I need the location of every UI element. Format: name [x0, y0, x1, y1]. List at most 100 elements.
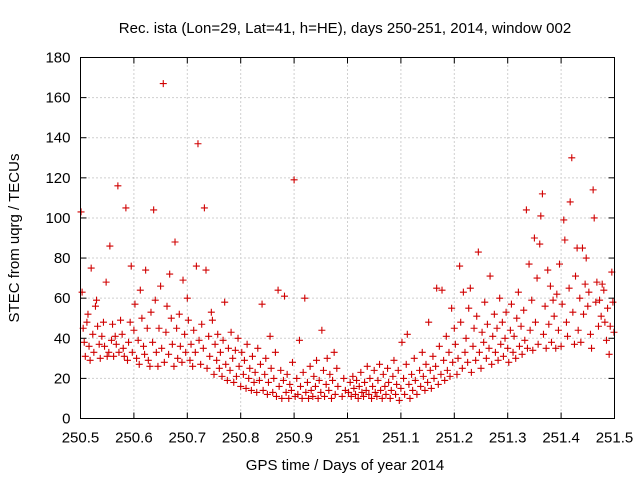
y-tick-label: 140	[45, 130, 70, 147]
data-point	[317, 388, 325, 396]
data-point	[410, 354, 418, 362]
data-point	[390, 356, 398, 364]
data-point	[158, 344, 166, 352]
data-point	[406, 394, 414, 402]
data-point	[83, 318, 91, 326]
data-point	[434, 380, 442, 388]
data-point	[323, 354, 331, 362]
data-point	[107, 336, 115, 344]
data-point	[451, 340, 459, 348]
data-point	[549, 296, 557, 304]
data-point	[264, 378, 272, 386]
data-point	[165, 350, 173, 358]
data-point	[422, 360, 430, 368]
data-point	[401, 390, 409, 398]
data-point	[417, 382, 425, 390]
data-point	[427, 384, 435, 392]
data-point	[285, 394, 293, 402]
data-point	[215, 364, 223, 372]
data-point	[433, 284, 441, 292]
data-point	[309, 392, 317, 400]
data-point	[557, 342, 565, 350]
data-point	[143, 324, 151, 332]
y-tick-label: 120	[45, 170, 70, 187]
data-point	[464, 358, 472, 366]
data-point	[230, 378, 238, 386]
data-point	[526, 326, 534, 334]
data-point	[154, 362, 162, 370]
data-point	[290, 176, 298, 184]
data-point	[314, 394, 322, 402]
data-point	[346, 378, 354, 386]
data-point	[288, 358, 296, 366]
data-point	[191, 348, 199, 356]
data-point	[445, 348, 453, 356]
data-point	[152, 348, 160, 356]
data-point	[446, 372, 454, 380]
data-point	[282, 388, 290, 396]
y-axis-label: STEC from uqrg / TECUs	[6, 154, 23, 323]
data-point	[259, 386, 267, 394]
data-point	[486, 272, 494, 280]
data-point	[392, 390, 400, 398]
data-point	[214, 330, 222, 338]
data-point	[333, 364, 341, 372]
data-point	[600, 286, 608, 294]
data-point	[585, 288, 593, 296]
data-point	[95, 340, 103, 348]
data-point	[426, 366, 434, 374]
data-point	[363, 362, 371, 370]
data-point	[441, 376, 449, 384]
data-point	[319, 366, 327, 374]
data-point	[322, 380, 330, 388]
data-point	[194, 140, 202, 148]
data-point	[373, 392, 381, 400]
data-point	[326, 370, 334, 378]
data-point	[87, 264, 95, 272]
x-tick-label: 250.9	[275, 430, 313, 447]
data-point	[421, 386, 429, 394]
data-point	[485, 344, 493, 352]
data-point	[134, 336, 142, 344]
data-point	[589, 186, 597, 194]
data-point	[413, 390, 421, 398]
data-point	[103, 352, 111, 360]
data-point	[226, 366, 234, 374]
data-point	[477, 364, 485, 372]
data-point	[374, 376, 382, 384]
data-point	[360, 392, 368, 400]
data-point	[192, 262, 200, 270]
data-point	[347, 392, 355, 400]
data-point	[130, 326, 138, 334]
data-point	[411, 376, 419, 384]
data-point	[578, 244, 586, 252]
data-point	[321, 392, 329, 400]
data-point	[325, 386, 333, 394]
data-point	[577, 338, 585, 346]
data-point	[91, 302, 99, 310]
data-point	[569, 308, 577, 316]
plot-frame	[80, 57, 615, 419]
data-point	[245, 374, 253, 382]
data-point	[493, 324, 501, 332]
data-point	[253, 388, 261, 396]
data-point	[142, 266, 150, 274]
data-points	[77, 80, 618, 404]
data-point	[512, 354, 520, 362]
data-point	[576, 294, 584, 302]
data-point	[345, 388, 353, 396]
data-point	[118, 330, 126, 338]
data-point	[213, 356, 221, 364]
data-point	[378, 394, 386, 402]
data-point	[157, 282, 165, 290]
data-point	[243, 340, 251, 348]
data-point	[369, 382, 377, 390]
gridlines	[80, 57, 615, 419]
data-point	[248, 352, 256, 360]
data-point	[361, 378, 369, 386]
data-point	[568, 154, 576, 162]
data-point	[195, 336, 203, 344]
data-point	[155, 324, 163, 332]
data-point	[353, 376, 361, 384]
data-point	[473, 312, 481, 320]
